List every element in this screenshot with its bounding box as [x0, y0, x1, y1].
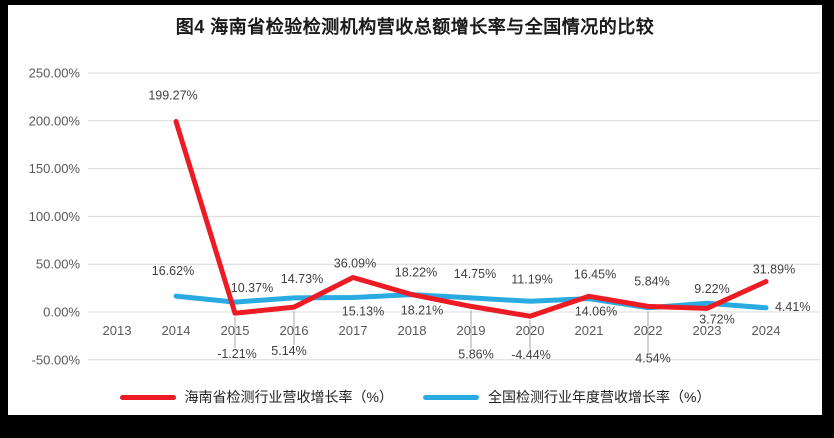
x-axis-tick-label: 2023: [693, 323, 722, 338]
legend-item-national: 全国检测行业年度营收增长率（%）: [423, 387, 710, 407]
data-label-national-2019: 14.75%: [454, 267, 496, 281]
legend-marker-national-blue-line-icon: [423, 394, 479, 400]
data-label-national-2022: 4.54%: [635, 352, 670, 366]
data-label-hainan-2018: 18.22%: [395, 266, 437, 280]
x-axis-tick-label: 2013: [103, 323, 132, 338]
data-label-hainan-2022: 5.84%: [634, 274, 669, 288]
data-label-national-2017: 15.13%: [342, 305, 384, 319]
y-axis-tick-label: 0.00%: [43, 305, 80, 320]
legend-label-national: 全国检测行业年度营收增长率（%）: [488, 389, 711, 405]
series-line-hainan: [173, 119, 769, 319]
legend-label-hainan: 海南省检测行业营收增长率（%）: [184, 389, 393, 405]
data-label-national-2018: 18.21%: [401, 304, 443, 318]
data-label-hainan-2021: 16.45%: [574, 267, 616, 281]
data-label-hainan-2020: -4.44%: [511, 348, 551, 362]
data-label-hainan-2017: 36.09%: [334, 256, 376, 270]
data-label-national-2023: 9.22%: [694, 282, 729, 296]
data-label-hainan-2019: 5.86%: [458, 347, 493, 361]
y-axis-tick-label: 150.00%: [29, 161, 81, 176]
y-axis-tick-label: 100.00%: [29, 209, 81, 224]
x-axis-tick-label: 2021: [575, 323, 604, 338]
x-axis-tick-label: 2024: [752, 323, 781, 338]
data-label-national-2021: 14.06%: [575, 305, 617, 319]
x-axis-tick-label: 2018: [398, 323, 427, 338]
chart-plot-area: 250.00% 200.00% 150.00% 100.00% 50.00% 0.00% -…: [29, 66, 820, 367]
legend-marker-hainan-red-line-icon: [119, 394, 176, 400]
legend-item-hainan: 海南省检测行业营收增长率（%）: [119, 387, 393, 407]
chart-container: 图4 海南省检验检测机构营收总额增长率与全国情况的比较 250.00% 200.0…: [8, 5, 822, 415]
data-label-national-2014: 16.62%: [152, 264, 194, 278]
data-label-hainan-2016: 5.14%: [271, 344, 306, 358]
y-axis-tick-label: -50.00%: [32, 352, 81, 367]
data-label-national-2020: 11.19%: [511, 272, 552, 286]
data-label-national-2016: 14.73%: [281, 272, 323, 286]
x-axis-tick-label: 2014: [162, 323, 191, 338]
y-axis-tick-label: 250.00%: [29, 66, 81, 81]
data-label-national-2024: 4.41%: [775, 300, 810, 314]
data-label-hainan-2015: -1.21%: [217, 347, 257, 361]
chart-title: 图4 海南省检验检测机构营收总额增长率与全国情况的比较: [175, 17, 655, 37]
y-axis-tick-label: 50.00%: [36, 257, 81, 272]
data-label-hainan-2023: 3.72%: [699, 312, 734, 326]
data-label-hainan-2014: 199.27%: [148, 88, 197, 102]
y-axis-tick-label: 200.00%: [29, 113, 81, 128]
data-label-hainan-2024: 31.89%: [753, 263, 795, 277]
data-label-national-2015: 10.37%: [231, 281, 273, 295]
x-axis-tick-label: 2017: [339, 323, 368, 338]
chart-legend: 海南省检测行业营收增长率（%） 全国检测行业年度营收增长率（%）: [8, 387, 822, 407]
